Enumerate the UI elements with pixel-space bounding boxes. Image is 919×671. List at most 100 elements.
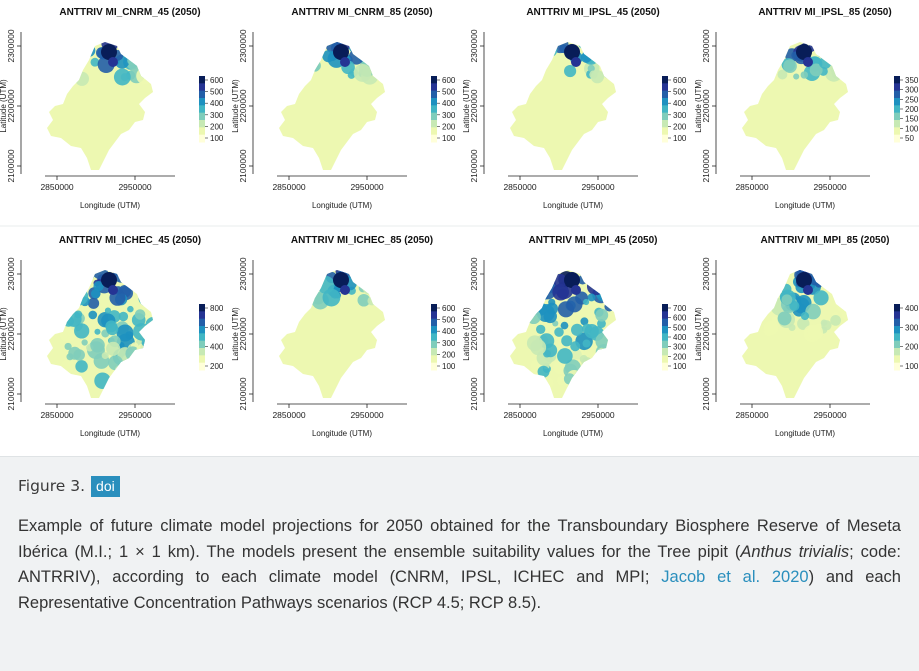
y-axis-label: Latitude (UTM) [231,307,240,361]
y-tick-label: 2100000 [701,149,711,182]
x-axis-label: Longitude (UTM) [80,429,140,438]
legend-tick-label: 100 [442,134,456,143]
y-tick-label: 2100000 [701,377,711,410]
legend-tick-label: 500 [673,88,687,97]
legend-tick-label: 700 [673,304,687,313]
y-tick-label: 2300000 [6,29,16,62]
y-tick-label: 2300000 [238,29,248,62]
legend-tick-label: 250 [905,95,919,104]
y-tick-label: 2100000 [238,377,248,410]
map-panel-5: ANTTRIV MI_ICHEC_45 (2050) 2300000 2200000… [0,235,224,438]
map-panel-1: ANTTRIV MI_CNRM_45 (2050) 2300000 2200000 2… [0,7,224,210]
legend-tick-label: 350 [905,76,919,85]
x-tick-label: 2850000 [503,182,536,192]
map-panel-6: ANTTRIV MI_ICHEC_85 (2050) 2300000 2200000… [231,235,456,438]
x-tick-label: 2850000 [735,410,768,420]
panel-title: ANTTRIV MI_IPSL_45 (2050) [526,7,659,18]
y-tick-label: 2200000 [469,89,479,122]
color-legend: 600 500 400 300 200 100 [431,76,456,143]
y-tick-label: 2300000 [701,29,711,62]
citation-link[interactable]: Jacob et al. 2020 [661,568,809,586]
legend-tick-label: 100 [210,134,224,143]
legend-tick-label: 200 [905,343,919,352]
legend-tick-label: 400 [442,99,456,108]
legend-tick-label: 200 [210,122,224,131]
legend-tick-label: 100 [905,124,919,133]
y-axis-label: Latitude (UTM) [462,79,471,133]
legend-tick-label: 200 [673,122,687,131]
legend-tick-label: 400 [673,99,687,108]
legend-tick-label: 50 [905,134,914,143]
y-axis-label: Latitude (UTM) [462,307,471,361]
y-tick-label: 2300000 [238,257,248,290]
figure-label: Figure 3. [18,477,86,495]
x-tick-label: 2950000 [350,410,383,420]
species-name: Anthus trivialis [740,542,850,561]
figure-caption: Figure 3. doi Example of future climate … [0,456,919,671]
legend-tick-label: 100 [673,134,687,143]
legend-tick-label: 400 [210,343,224,352]
legend-tick-label: 500 [673,323,687,332]
suitability-layer [291,270,385,310]
legend-tick-label: 200 [673,352,687,361]
color-legend: 400 300 200 100 [894,304,919,371]
panel-title: ANTTRIV MI_MPI_85 (2050) [761,235,890,246]
x-axis-label: Longitude (UTM) [775,201,835,210]
x-tick-label: 2950000 [118,182,151,192]
x-tick-label: 2950000 [813,410,846,420]
suitability-layer [755,270,848,343]
map-panel-4: ANTTRIV MI_IPSL_85 (2050) 2300000 2200000 2… [694,7,919,210]
region-shape [742,42,848,170]
legend-tick-label: 800 [210,304,224,313]
panel-title: ANTTRIV MI_IPSL_85 (2050) [758,7,891,18]
y-tick-label: 2300000 [6,257,16,290]
y-axis-label: Latitude (UTM) [0,79,8,133]
x-tick-label: 2950000 [350,182,383,192]
caption-text-part3: ) and each Representative Concentration … [18,568,901,612]
map-panel-2: ANTTRIV MI_CNRM_85 (2050) 2300000 2200000 2… [231,7,456,210]
y-tick-label: 2300000 [469,29,479,62]
legend-tick-label: 300 [905,86,919,95]
y-axis-label: Latitude (UTM) [694,79,703,133]
panel-title: ANTTRIV MI_ICHEC_45 (2050) [59,235,201,246]
panel-title: ANTTRIV MI_MPI_45 (2050) [529,235,658,246]
color-legend: 600 500 400 300 200 100 [662,76,687,143]
x-axis-label: Longitude (UTM) [312,429,372,438]
caption-text-part2: ; code: ANTRRIV), according to each clim… [18,542,902,587]
figure-header: Figure 3. doi [18,474,901,498]
x-axis-label: Longitude (UTM) [312,201,372,210]
caption-text-part1: Example of future climate model projecti… [18,517,901,561]
y-tick-label: 2200000 [6,317,16,350]
caption-text: Example of future climate model projecti… [18,514,901,616]
y-tick-label: 2100000 [238,149,248,182]
panel-title: ANTTRIV MI_ICHEC_85 (2050) [291,235,433,246]
legend-tick-label: 400 [905,304,919,313]
x-tick-label: 2950000 [118,410,151,420]
figure-image: ANTTRIV MI_CNRM_45 (2050) 2300000 2200000 2… [0,7,919,438]
x-tick-label: 2850000 [503,410,536,420]
y-axis-label: Latitude (UTM) [694,307,703,361]
y-axis-label: Latitude (UTM) [231,79,240,133]
x-tick-label: 2950000 [813,182,846,192]
suitability-layer [755,42,848,82]
legend-tick-label: 150 [905,115,919,124]
x-tick-label: 2950000 [581,182,614,192]
legend-tick-label: 100 [673,362,687,371]
legend-tick-label: 400 [442,327,456,336]
legend-tick-label: 300 [442,339,456,348]
doi-button[interactable]: doi [91,475,120,497]
y-tick-label: 2100000 [469,377,479,410]
y-tick-label: 2200000 [701,317,711,350]
legend-tick-label: 100 [442,362,456,371]
x-tick-label: 2850000 [735,182,768,192]
region-shape [510,42,616,170]
legend-tick-label: 600 [673,314,687,323]
map-panel-3: ANTTRIV MI_IPSL_45 (2050) 2300000 2200000 2… [462,7,687,210]
panel-title: ANTTRIV MI_CNRM_85 (2050) [291,7,432,18]
x-axis-label: Longitude (UTM) [775,429,835,438]
y-tick-label: 2100000 [6,149,16,182]
legend-tick-label: 300 [673,343,687,352]
legend-tick-label: 200 [442,122,456,131]
legend-tick-label: 400 [673,333,687,342]
